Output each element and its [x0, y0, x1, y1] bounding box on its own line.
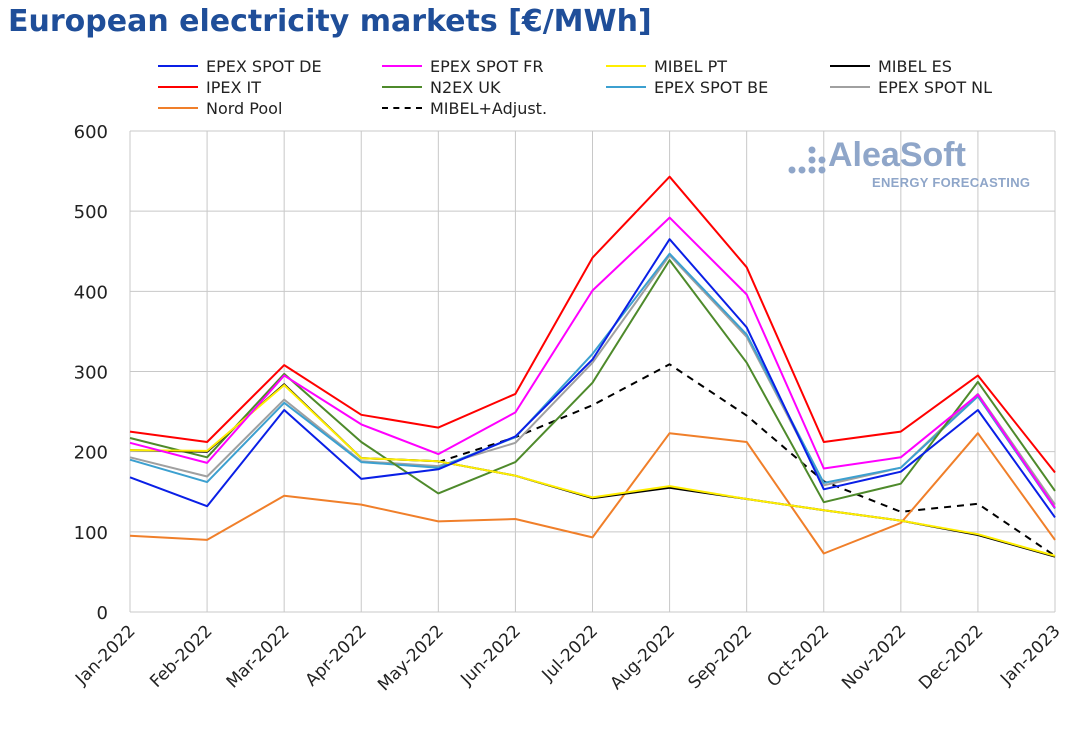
- legend-swatch: [606, 86, 646, 88]
- legend-label: EPEX SPOT DE: [206, 56, 322, 76]
- legend-item: N2EX UK: [382, 76, 501, 98]
- x-tick-label: May-2022: [374, 621, 448, 695]
- series-lines: [129, 175, 1056, 558]
- y-tick-label: 600: [74, 122, 108, 143]
- legend-label: EPEX SPOT NL: [878, 77, 993, 97]
- legend-label: Nord Pool: [206, 98, 283, 118]
- legend-item: IPEX IT: [158, 76, 261, 98]
- series-line-mibel-pt: [129, 384, 1056, 557]
- legend-label: MIBEL ES: [878, 56, 952, 76]
- legend-item: EPEX SPOT BE: [606, 76, 768, 98]
- y-tick-label: 400: [74, 282, 108, 303]
- legend-swatch: [830, 86, 870, 88]
- y-tick-label: 100: [74, 523, 108, 544]
- logo-tagline: ENERGY FORECASTING: [872, 175, 1031, 190]
- aleasoft-logo: AleaSoft ENERGY FORECASTING: [786, 136, 1046, 190]
- legend-item: MIBEL PT: [606, 55, 727, 77]
- logo-name: AleaSoft: [828, 136, 966, 174]
- series-line-nord-pool: [129, 432, 1056, 555]
- x-tick-label: Sep-2022: [684, 621, 756, 693]
- y-axis-ticks: 0 100 200 300 400 500 600: [74, 122, 108, 624]
- legend-item: MIBEL ES: [830, 55, 952, 77]
- series-line-n2ex-uk: [129, 259, 1056, 504]
- legend: EPEX SPOT DE EPEX SPOT FR MIBEL PT MIBEL ES…: [158, 55, 1058, 119]
- series-line-epex-spot-fr: [129, 216, 1056, 509]
- legend-label: EPEX SPOT FR: [430, 56, 544, 76]
- legend-swatch: [382, 65, 422, 67]
- chart-title: European electricity markets [€/MWh]: [8, 4, 652, 39]
- legend-swatch: [382, 107, 422, 109]
- y-tick-label: 0: [97, 603, 108, 624]
- x-tick-label: Jun-2022: [456, 621, 525, 690]
- legend-label: IPEX IT: [206, 77, 262, 97]
- logo-dots-icon: [788, 146, 826, 174]
- x-axis-ticks: Jan-2022 Feb-2022 Mar-2022 Apr-2022 May-2022…: [71, 621, 1064, 695]
- legend-item: Nord Pool: [158, 97, 282, 119]
- legend-item: EPEX SPOT FR: [382, 55, 544, 77]
- legend-item: MIBEL+Adjust.: [382, 97, 547, 119]
- x-tick-label: Mar-2022: [223, 621, 294, 692]
- series-line-mibel-adjust-: [437, 363, 1056, 557]
- legend-label: MIBEL PT: [654, 56, 728, 76]
- x-tick-label: Aug-2022: [607, 621, 680, 694]
- legend-swatch: [606, 65, 646, 67]
- x-tick-label: Nov-2022: [838, 621, 910, 693]
- legend-item: EPEX SPOT NL: [830, 76, 992, 98]
- legend-swatch: [382, 86, 422, 88]
- y-tick-label: 500: [74, 202, 108, 223]
- legend-swatch: [830, 65, 870, 67]
- legend-label: MIBEL+Adjust.: [430, 98, 548, 118]
- legend-label: N2EX UK: [430, 77, 501, 97]
- x-tick-label: Jan-2023: [996, 621, 1064, 689]
- x-tick-label: Jan-2022: [71, 621, 139, 689]
- y-tick-label: 200: [74, 443, 108, 464]
- series-line-epex-spot-de: [129, 238, 1056, 518]
- y-tick-label: 300: [74, 363, 108, 384]
- x-tick-label: Feb-2022: [146, 621, 216, 691]
- series-line-epex-spot-be: [129, 252, 1056, 510]
- legend-item: EPEX SPOT DE: [158, 55, 322, 77]
- legend-swatch: [158, 107, 198, 109]
- x-tick-label: Oct-2022: [763, 621, 833, 691]
- legend-label: EPEX SPOT BE: [654, 77, 769, 97]
- x-tick-label: Jul-2022: [538, 621, 602, 685]
- grid-lines: [129, 130, 1056, 613]
- legend-swatch: [158, 65, 198, 67]
- legend-swatch: [158, 86, 198, 88]
- x-tick-label: Dec-2022: [915, 621, 987, 693]
- x-tick-label: Apr-2022: [302, 621, 371, 690]
- series-line-ipex-it: [129, 175, 1056, 474]
